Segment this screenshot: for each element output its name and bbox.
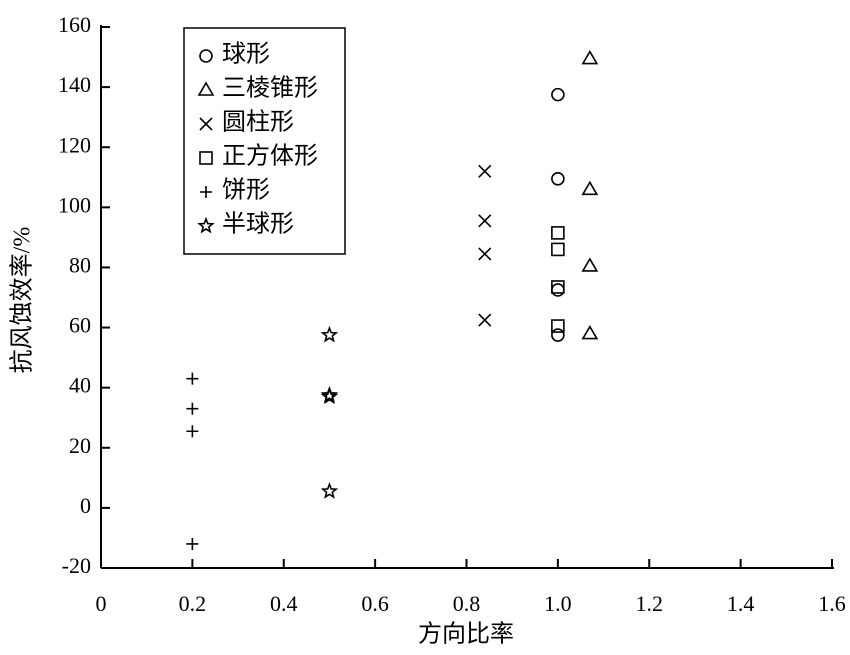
legend-label: 半球形 bbox=[222, 211, 294, 238]
x-tick-label: 1.2 bbox=[636, 591, 664, 616]
legend-label: 三棱锥形 bbox=[222, 75, 318, 102]
marker-triangle bbox=[581, 180, 599, 196]
x-tick-label: 0.4 bbox=[270, 591, 298, 616]
y-tick-label: 20 bbox=[69, 433, 91, 458]
y-tick-label: -20 bbox=[62, 553, 91, 578]
y-tick-label: 140 bbox=[58, 72, 91, 97]
marker-triangle bbox=[581, 324, 599, 340]
y-tick-label: 160 bbox=[58, 12, 91, 37]
marker-x bbox=[478, 164, 492, 178]
x-tick-label: 0.8 bbox=[453, 591, 481, 616]
y-axis-title: 抗风蚀效率/% bbox=[9, 227, 36, 374]
y-tick-label: 120 bbox=[58, 132, 91, 157]
x-tick-label: 0.6 bbox=[361, 591, 389, 616]
marker-circle bbox=[199, 49, 213, 63]
x-tick-label: 0.2 bbox=[179, 591, 207, 616]
marker-star bbox=[320, 387, 339, 405]
x-tick-label: 1.6 bbox=[818, 591, 846, 616]
marker-square bbox=[199, 151, 213, 165]
y-tick-label: 80 bbox=[69, 252, 91, 277]
marker-plus bbox=[186, 425, 199, 438]
marker-plus bbox=[186, 372, 199, 385]
marker-x bbox=[478, 214, 492, 228]
y-tick-label: 0 bbox=[80, 493, 91, 518]
marker-x bbox=[478, 313, 492, 327]
marker-plus bbox=[186, 537, 199, 550]
marker-circle bbox=[551, 328, 565, 342]
legend-label: 饼形 bbox=[222, 177, 270, 204]
marker-x bbox=[478, 247, 492, 261]
marker-circle bbox=[551, 171, 565, 186]
marker-plus bbox=[186, 402, 199, 415]
y-tick-label: 60 bbox=[69, 313, 91, 338]
x-tick-label: 1.0 bbox=[544, 591, 572, 616]
y-tick-label: 40 bbox=[69, 373, 91, 398]
x-axis-title: 方向比率 bbox=[418, 621, 514, 648]
marker-star bbox=[197, 216, 215, 234]
marker-circle bbox=[551, 283, 565, 297]
legend-label: 球形 bbox=[222, 41, 270, 68]
marker-star bbox=[320, 385, 339, 403]
marker-star bbox=[320, 482, 339, 499]
marker-plus bbox=[200, 186, 212, 198]
legend-label: 正方体形 bbox=[222, 143, 318, 170]
marker-square bbox=[551, 280, 565, 294]
marker-circle bbox=[551, 87, 565, 102]
marker-square bbox=[551, 242, 565, 257]
x-tick-label: 1.4 bbox=[727, 591, 755, 616]
legend-label: 圆柱形 bbox=[222, 109, 294, 136]
marker-triangle bbox=[581, 257, 599, 272]
legend-box bbox=[183, 27, 346, 255]
y-tick-label: 100 bbox=[58, 192, 91, 217]
marker-triangle bbox=[581, 49, 599, 65]
marker-x bbox=[199, 117, 213, 131]
x-tick-label: 0 bbox=[96, 591, 107, 616]
marker-square bbox=[551, 226, 565, 240]
marker-star bbox=[320, 325, 339, 343]
marker-square bbox=[551, 319, 565, 333]
marker-triangle bbox=[197, 81, 215, 96]
